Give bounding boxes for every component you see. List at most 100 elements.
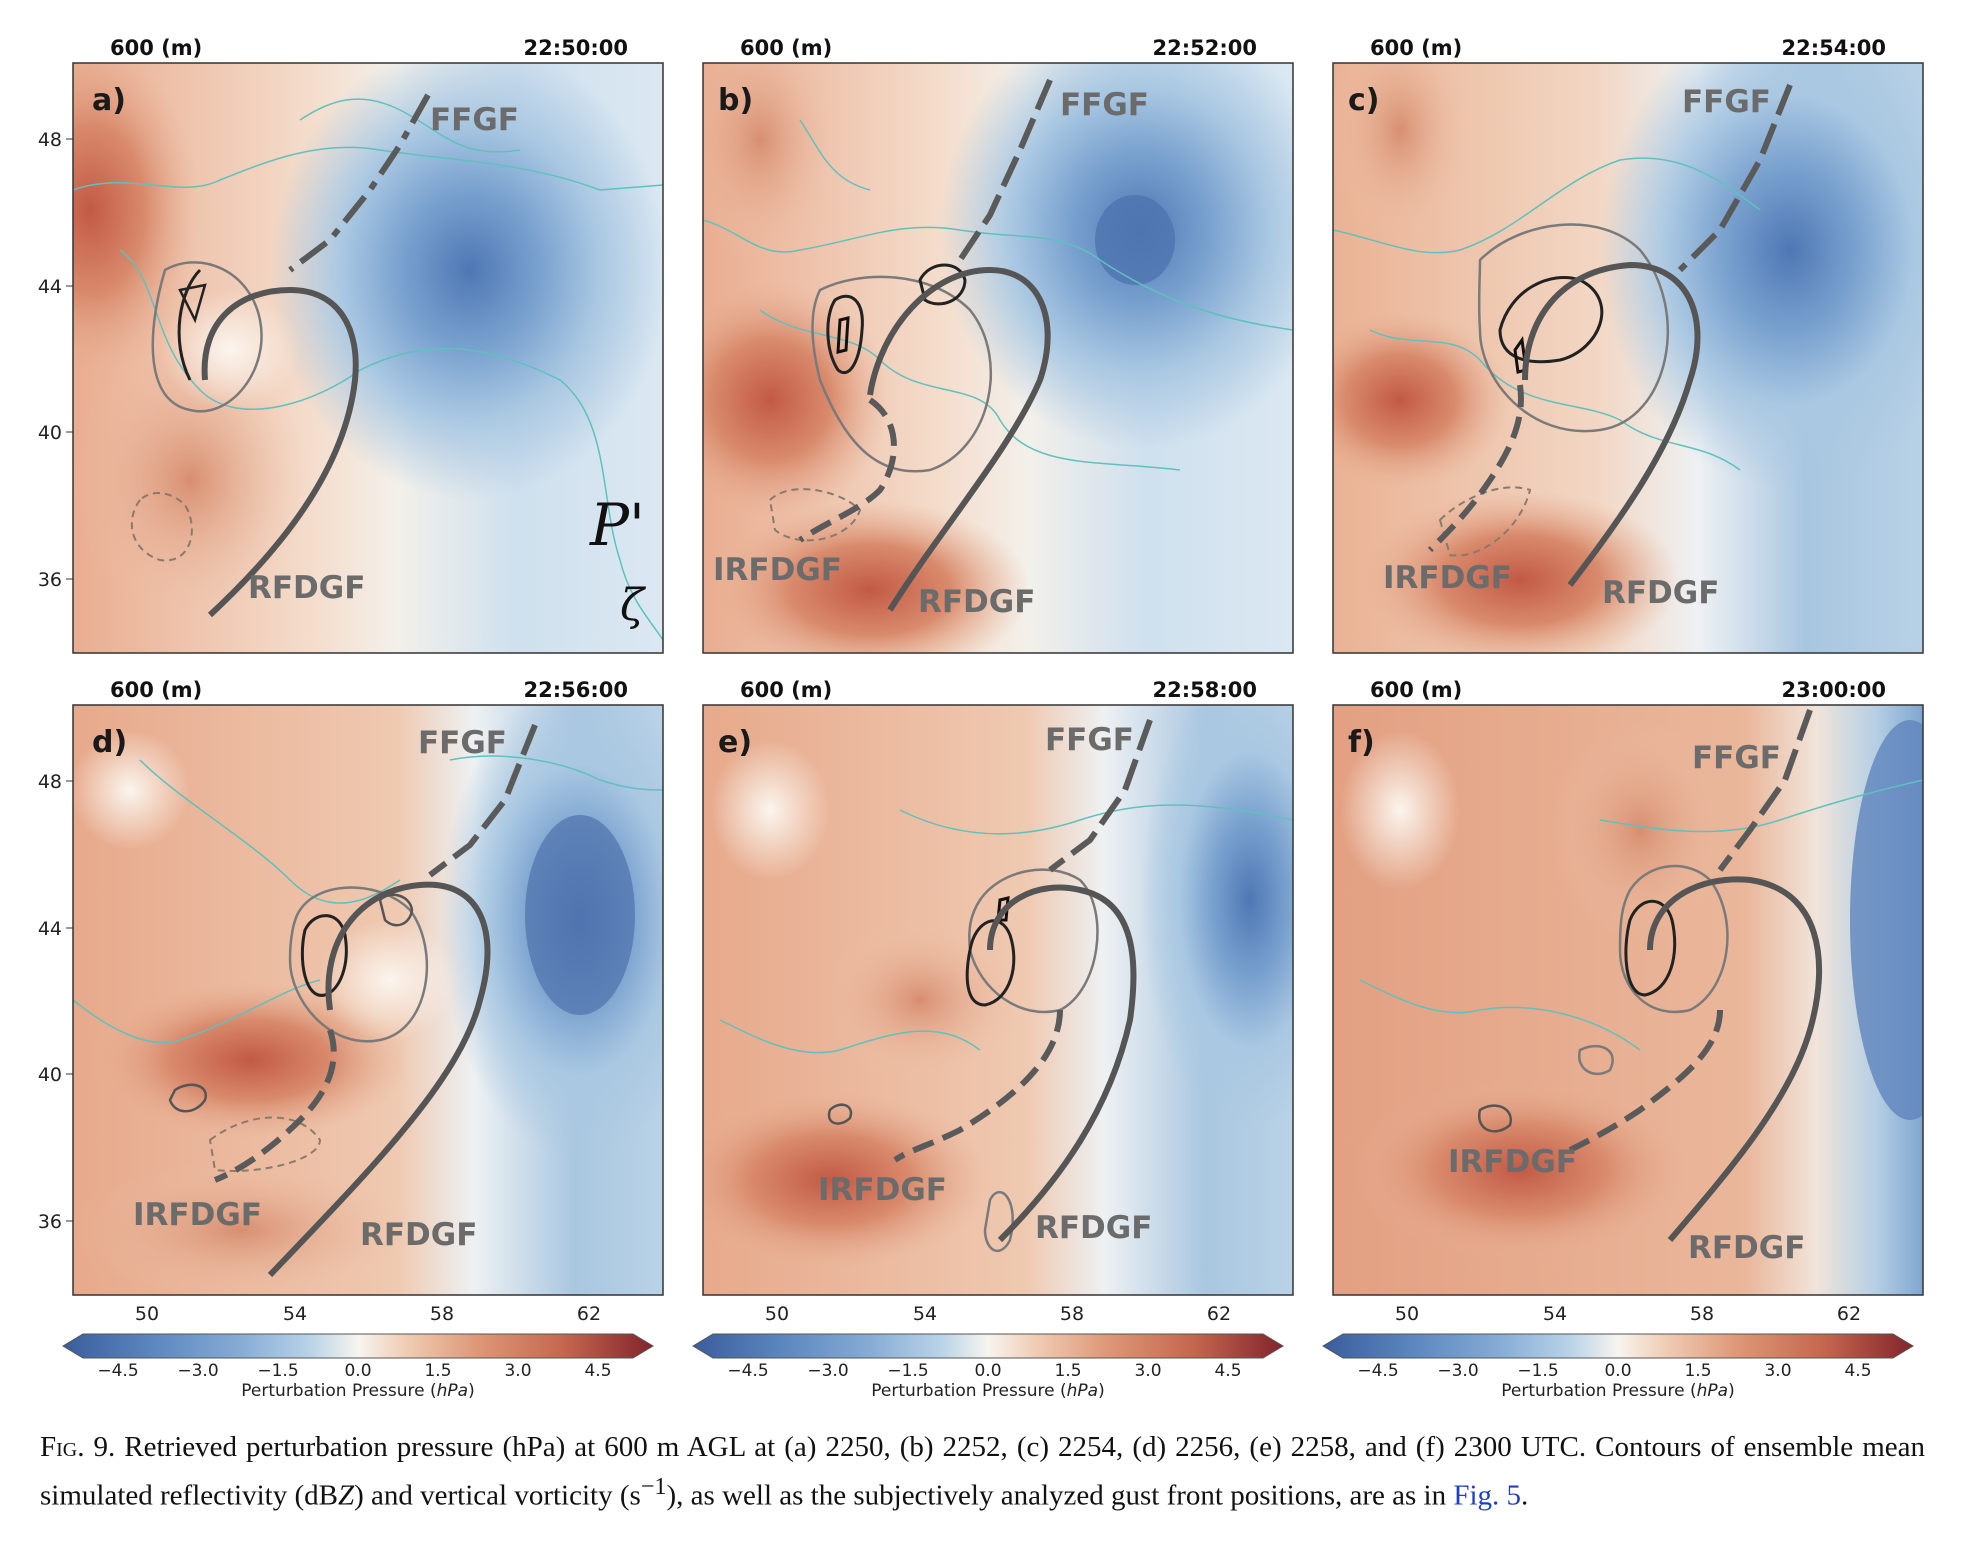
caption-line1: Retrieved perturbation pressure (hPa) at… <box>115 1431 1587 1463</box>
y-tick-44: 44 <box>38 918 62 940</box>
panel-d-label: d) <box>92 725 127 760</box>
caption-line2-mid: ) and vertical vorticity (s <box>354 1479 641 1512</box>
y-axis-bottom: 48 44 40 36 <box>38 771 73 1233</box>
x-tick-50: 50 <box>1395 1303 1419 1325</box>
x-tick-50: 50 <box>135 1303 159 1325</box>
cb-tick: 0.0 <box>344 1361 371 1381</box>
panel-f-rfdgf-label: RFDGF <box>1688 1230 1805 1266</box>
colorbar-e: −4.5 −3.0 −1.5 0.0 1.5 3.0 4.5 Perturbat… <box>692 1333 1284 1401</box>
panel-b-height: 600 (m) <box>740 36 832 60</box>
panel-b-label: b) <box>718 83 753 118</box>
panel-f-ffgf-label: FFGF <box>1692 740 1781 776</box>
y-tick-36: 36 <box>38 569 62 591</box>
caption-z: Z <box>337 1479 355 1512</box>
panel-c-time: 22:54:00 <box>1782 36 1886 60</box>
x-tick-54: 54 <box>913 1303 937 1325</box>
y-tick-40: 40 <box>38 422 62 444</box>
panel-c-label: c) <box>1348 83 1380 118</box>
vorticity-symbol: ζ <box>620 580 647 631</box>
cb-tick: −3.0 <box>1437 1361 1478 1381</box>
panel-b-irfdgf-label: IRFDGF <box>713 552 842 588</box>
cb-tick: 4.5 <box>584 1361 611 1381</box>
cb-tick: −3.0 <box>807 1361 848 1381</box>
panel-f: 600 (m) 23:00:00 f) FFGF IRFDGF RFDGF <box>1332 678 1924 1296</box>
cb-tick: −1.5 <box>1517 1361 1558 1381</box>
x-tick-58: 58 <box>1690 1303 1714 1325</box>
colorbar-f: −4.5 −3.0 −1.5 0.0 1.5 3.0 4.5 Perturbat… <box>1322 1333 1914 1401</box>
cb-tick: 3.0 <box>1134 1361 1161 1381</box>
figure-caption: Fig. 9. Retrieved perturbation pressure … <box>40 1428 1925 1516</box>
y-axis-top: 48 44 40 36 <box>38 129 73 591</box>
panel-f-time: 23:00:00 <box>1782 678 1886 702</box>
fig5-link[interactable]: Fig. 5 <box>1453 1479 1522 1512</box>
x-axis-d: 50 54 58 62 <box>135 1303 601 1325</box>
panel-d-height: 600 (m) <box>110 678 202 702</box>
panel-a-label: a) <box>92 83 126 118</box>
cb-tick: 1.5 <box>424 1361 451 1381</box>
caption-line3-post: . <box>1521 1479 1529 1512</box>
x-axis-e: 50 54 58 62 <box>765 1303 1231 1325</box>
cb-tick: 0.0 <box>1604 1361 1631 1381</box>
x-tick-58: 58 <box>430 1303 454 1325</box>
colorbar-title: Perturbation Pressure (hPa) <box>241 1381 474 1401</box>
panel-e: 600 (m) 22:58:00 e) FFGF IRFDGF RFDGF <box>702 678 1294 1296</box>
panel-c-height: 600 (m) <box>1370 36 1462 60</box>
cb-tick: 0.0 <box>974 1361 1001 1381</box>
y-tick-40: 40 <box>38 1064 62 1086</box>
x-tick-54: 54 <box>1543 1303 1567 1325</box>
panel-e-ffgf-label: FFGF <box>1045 722 1134 758</box>
panel-e-irfdgf-label: IRFDGF <box>818 1172 947 1208</box>
panel-f-height: 600 (m) <box>1370 678 1462 702</box>
cb-tick: 1.5 <box>1684 1361 1711 1381</box>
caption-sup: −1 <box>640 1473 667 1500</box>
cb-tick: −4.5 <box>727 1361 768 1381</box>
cb-tick: −4.5 <box>97 1361 138 1381</box>
panel-d-irfdgf-label: IRFDGF <box>133 1197 262 1233</box>
panel-e-height: 600 (m) <box>740 678 832 702</box>
cb-tick: −4.5 <box>1357 1361 1398 1381</box>
x-tick-62: 62 <box>577 1303 601 1325</box>
x-tick-50: 50 <box>765 1303 789 1325</box>
panel-f-label: f) <box>1348 725 1375 760</box>
cb-tick: 1.5 <box>1054 1361 1081 1381</box>
panel-b: 600 (m) 22:52:00 b) FFGF IRFDGF RFDGF <box>702 36 1294 654</box>
x-tick-54: 54 <box>283 1303 307 1325</box>
panel-e-label: e) <box>718 725 752 760</box>
panel-b-rfdgf-label: RFDGF <box>918 584 1035 620</box>
panel-c-rfdgf-label: RFDGF <box>1602 575 1719 611</box>
panel-c-ffgf-label: FFGF <box>1682 84 1771 120</box>
panel-a-height: 600 (m) <box>110 36 202 60</box>
panel-d-rfdgf-label: RFDGF <box>360 1217 477 1253</box>
panel-b-time: 22:52:00 <box>1153 36 1257 60</box>
panel-b-ffgf-label: FFGF <box>1060 87 1149 123</box>
panel-e-rfdgf-label: RFDGF <box>1035 1210 1152 1246</box>
cb-tick: −3.0 <box>177 1361 218 1381</box>
pressure-symbol: P' <box>589 491 645 559</box>
panel-d-ffgf-label: FFGF <box>418 725 507 761</box>
panel-d-time: 22:56:00 <box>524 678 628 702</box>
y-tick-48: 48 <box>38 771 62 793</box>
colorbar-title: Perturbation Pressure (hPa) <box>1501 1381 1734 1401</box>
caption-line2-pre: Contours of ensemble mean simulated refl… <box>40 1431 1925 1512</box>
figure: 600 (m) 22:50:00 a) FFGF RFDGF P' ζ <box>38 36 1924 1401</box>
x-tick-58: 58 <box>1060 1303 1084 1325</box>
caption-line2-post: ), as well as the subjectively analyzed … <box>666 1479 1223 1512</box>
colorbar-d: −4.5 −3.0 −1.5 0.0 1.5 3.0 4.5 Perturbat… <box>62 1333 654 1401</box>
panel-a-time: 22:50:00 <box>524 36 628 60</box>
y-tick-44: 44 <box>38 276 62 298</box>
cb-tick: 4.5 <box>1844 1361 1871 1381</box>
panel-a: 600 (m) 22:50:00 a) FFGF RFDGF P' ζ <box>72 36 664 654</box>
y-tick-48: 48 <box>38 129 62 151</box>
panel-a-rfdgf-label: RFDGF <box>248 570 365 606</box>
panel-c-irfdgf-label: IRFDGF <box>1383 560 1512 596</box>
cb-tick: −1.5 <box>257 1361 298 1381</box>
panel-f-irfdgf-label: IRFDGF <box>1448 1144 1577 1180</box>
colorbar-title: Perturbation Pressure (hPa) <box>871 1381 1104 1401</box>
caption-line3-pre: positions, are as in <box>1230 1479 1454 1512</box>
cb-tick: 3.0 <box>504 1361 531 1381</box>
caption-label: Fig. 9. <box>40 1431 116 1463</box>
panel-e-time: 22:58:00 <box>1153 678 1257 702</box>
x-tick-62: 62 <box>1837 1303 1861 1325</box>
panel-d: 600 (m) 22:56:00 d) FFGF IRFDGF RFDGF <box>72 678 664 1296</box>
y-tick-36: 36 <box>38 1211 62 1233</box>
